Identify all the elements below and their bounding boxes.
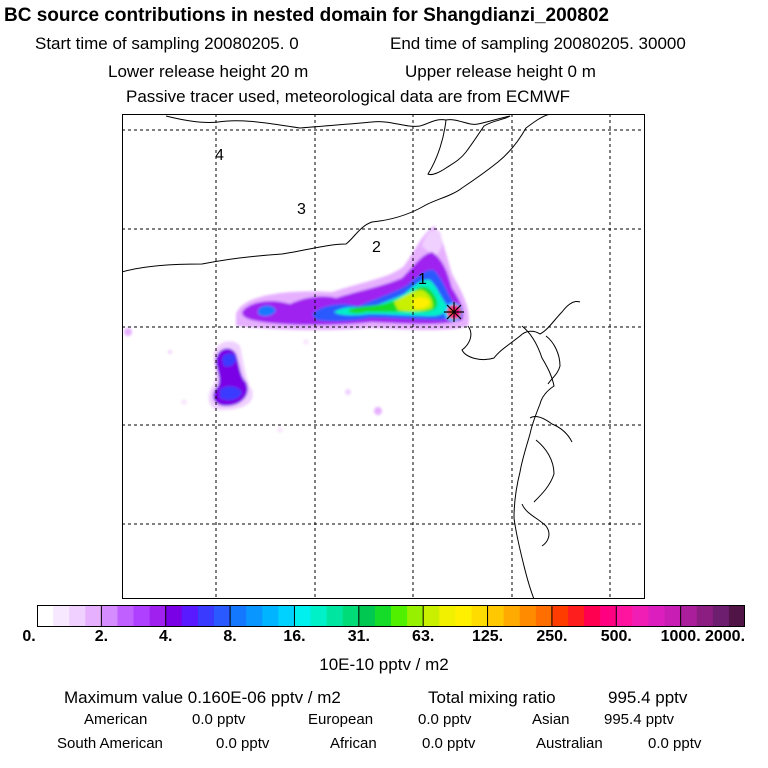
european-value: 0.0 pptv	[418, 711, 472, 728]
colorbar-tick-label: 16.	[283, 628, 306, 645]
colorbar-tick-label: 8.	[223, 628, 237, 645]
colorbar-cell	[358, 605, 376, 627]
region-label-3: 3	[297, 201, 306, 218]
colorbar-cell	[600, 605, 617, 627]
colorbar-cell	[728, 605, 745, 627]
chart-title: BC source contributions in nested domain…	[4, 5, 609, 26]
colorbar-cell	[117, 605, 135, 627]
african-value: 0.0 pptv	[422, 735, 476, 752]
colorbar-cell	[85, 605, 102, 627]
region-label-4: 4	[215, 147, 224, 164]
colorbar-cell	[133, 605, 151, 627]
south-american-label: South American	[57, 735, 163, 752]
australian-label: Australian	[536, 735, 603, 752]
african-label: African	[330, 735, 377, 752]
colorbar-cell	[181, 605, 199, 627]
colorbar-cell	[214, 605, 231, 627]
plot-frame	[122, 114, 645, 599]
colorbar-cell	[246, 605, 263, 627]
colorbar	[37, 605, 745, 627]
map-plot: 1 2 3 4	[122, 114, 645, 599]
south-american-value: 0.0 pptv	[216, 735, 270, 752]
end-time-label: End time of sampling 20080205. 30000	[390, 34, 686, 53]
colorbar-cell	[69, 605, 86, 627]
colorbar-cell	[101, 605, 119, 627]
american-value: 0.0 pptv	[192, 711, 246, 728]
asian-label: Asian	[532, 711, 570, 728]
maximum-value-label: Maximum value 0.160E-06 pptv / m2	[64, 688, 341, 707]
colorbar-cell	[551, 605, 569, 627]
colorbar-cell	[294, 605, 312, 627]
colorbar-cell	[149, 605, 167, 627]
colorbar-tick-label: 2000.	[704, 628, 746, 645]
asian-value: 995.4 pptv	[604, 711, 675, 728]
total-mixing-value: 995.4 pptv	[608, 688, 688, 707]
colorbar-unit-label: 10E-10 pptv / m2	[319, 655, 449, 674]
colorbar-cell	[197, 605, 215, 627]
colorbar-cell	[278, 605, 296, 627]
colorbar-cell	[503, 605, 521, 627]
colorbar-tick-label: 125.	[471, 628, 504, 645]
colorbar-cell	[664, 605, 682, 627]
colorbar-cell	[648, 605, 666, 627]
coastlines	[122, 114, 581, 599]
colorbar-tick-label: 2.	[94, 628, 109, 645]
colorbar-cell	[262, 605, 279, 627]
american-label: American	[84, 711, 148, 728]
colorbar-cell	[53, 605, 70, 627]
colorbar-cell	[407, 605, 424, 627]
total-mixing-label: Total mixing ratio	[428, 688, 556, 707]
colorbar-cell	[326, 605, 344, 627]
australian-value: 0.0 pptv	[648, 735, 702, 752]
colorbar-tick-label: 31.	[347, 628, 370, 645]
colorbar-cell	[455, 605, 473, 627]
colorbar-cell	[519, 605, 537, 627]
colorbar-cell	[680, 605, 698, 627]
colorbar-cell	[374, 605, 392, 627]
colorbar-cell	[165, 605, 183, 627]
colorbar-cell	[632, 605, 650, 627]
region-label-2: 2	[372, 239, 381, 256]
colorbar-tick-label: 1000.	[660, 628, 701, 645]
colorbar-cell	[391, 605, 408, 627]
receptor-marker	[444, 302, 464, 322]
region-label-1: 1	[418, 271, 427, 288]
colorbar-tick-label: 250.	[536, 628, 568, 645]
colorbar-tick-label: 4.	[159, 628, 173, 645]
colorbar-cell	[471, 605, 489, 627]
colorbar-cell	[535, 605, 553, 627]
colorbar-cell	[423, 605, 440, 627]
colorbar-cell	[584, 605, 601, 627]
colorbar-cell	[310, 605, 328, 627]
tracer-note: Passive tracer used, meteorological data…	[126, 87, 571, 106]
lower-release-label: Lower release height 20 m	[108, 62, 309, 81]
colorbar-cell	[487, 605, 505, 627]
upper-release-label: Upper release height 0 m	[405, 62, 596, 81]
colorbar-cell	[230, 605, 247, 627]
start-time-label: Start time of sampling 20080205. 0	[35, 34, 299, 53]
colorbar-tick-label: 500.	[600, 628, 632, 645]
colorbar-cell	[696, 605, 714, 627]
colorbar-cell	[37, 605, 54, 627]
colorbar-cell	[439, 605, 456, 627]
lat-lon-grid	[122, 114, 645, 599]
colorbar-cell	[568, 605, 585, 627]
colorbar-cell	[342, 605, 360, 627]
colorbar-tick-label: 0.	[22, 628, 36, 645]
european-label: European	[308, 711, 374, 728]
colorbar-tick-label: 63.	[412, 628, 435, 645]
colorbar-cell	[616, 605, 633, 627]
colorbar-cell	[712, 605, 730, 627]
